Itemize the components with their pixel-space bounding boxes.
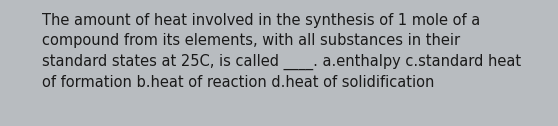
Text: The amount of heat involved in the synthesis of 1 mole of a
compound from its el: The amount of heat involved in the synth… [42,13,521,90]
